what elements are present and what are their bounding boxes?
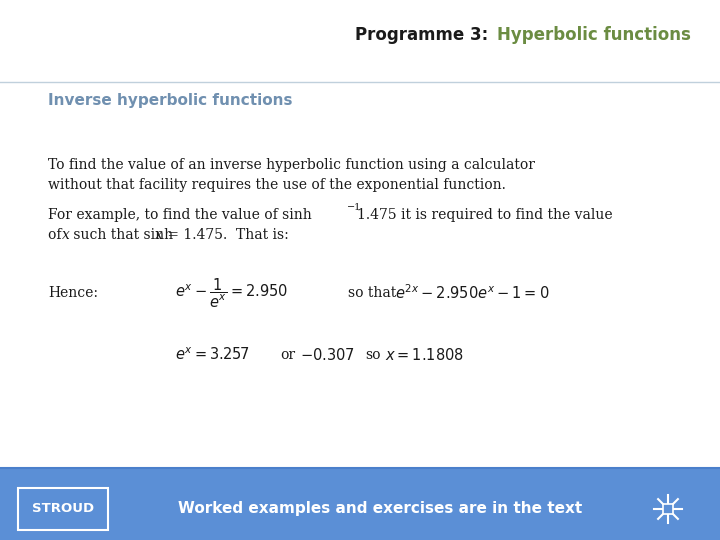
Text: Programme 3:: Programme 3: [355, 26, 500, 44]
Text: Hence:: Hence: [48, 286, 98, 300]
Bar [18, 488, 108, 530]
Text: $x=1.1808$: $x=1.1808$ [385, 347, 464, 363]
Text: For example, to find the value of sinh: For example, to find the value of sinh [48, 208, 312, 222]
Text: Inverse hyperbolic functions: Inverse hyperbolic functions [48, 92, 292, 107]
Text: Worked examples and exercises are in the text: Worked examples and exercises are in the… [178, 502, 582, 516]
Text: $e^x-\dfrac{1}{e^x}=2.950$: $e^x-\dfrac{1}{e^x}=2.950$ [175, 276, 288, 309]
Text: such that sinh: such that sinh [69, 228, 178, 242]
Text: x: x [62, 228, 70, 242]
Text: 1.475 it is required to find the value: 1.475 it is required to find the value [357, 208, 613, 222]
Text: so that: so that [348, 286, 396, 300]
Text: Hyperbolic functions: Hyperbolic functions [497, 26, 691, 44]
Text: = 1.475.  That is:: = 1.475. That is: [163, 228, 289, 242]
Text: x: x [155, 228, 163, 242]
Bar [0, 468, 720, 540]
Bar [663, 504, 673, 514]
Text: $e^{2x}-2.950e^x-1=0$: $e^{2x}-2.950e^x-1=0$ [395, 284, 549, 302]
Text: of: of [48, 228, 66, 242]
Text: or: or [280, 348, 295, 362]
Text: so: so [365, 348, 380, 362]
Text: To find the value of an inverse hyperbolic function using a calculator: To find the value of an inverse hyperbol… [48, 158, 535, 172]
Text: without that facility requires the use of the exponential function.: without that facility requires the use o… [48, 178, 506, 192]
Text: $-0.307$: $-0.307$ [300, 347, 355, 363]
Text: STROUD: STROUD [32, 503, 94, 516]
Text: −1: −1 [347, 204, 361, 213]
Text: $e^x=3.257$: $e^x=3.257$ [175, 347, 250, 363]
